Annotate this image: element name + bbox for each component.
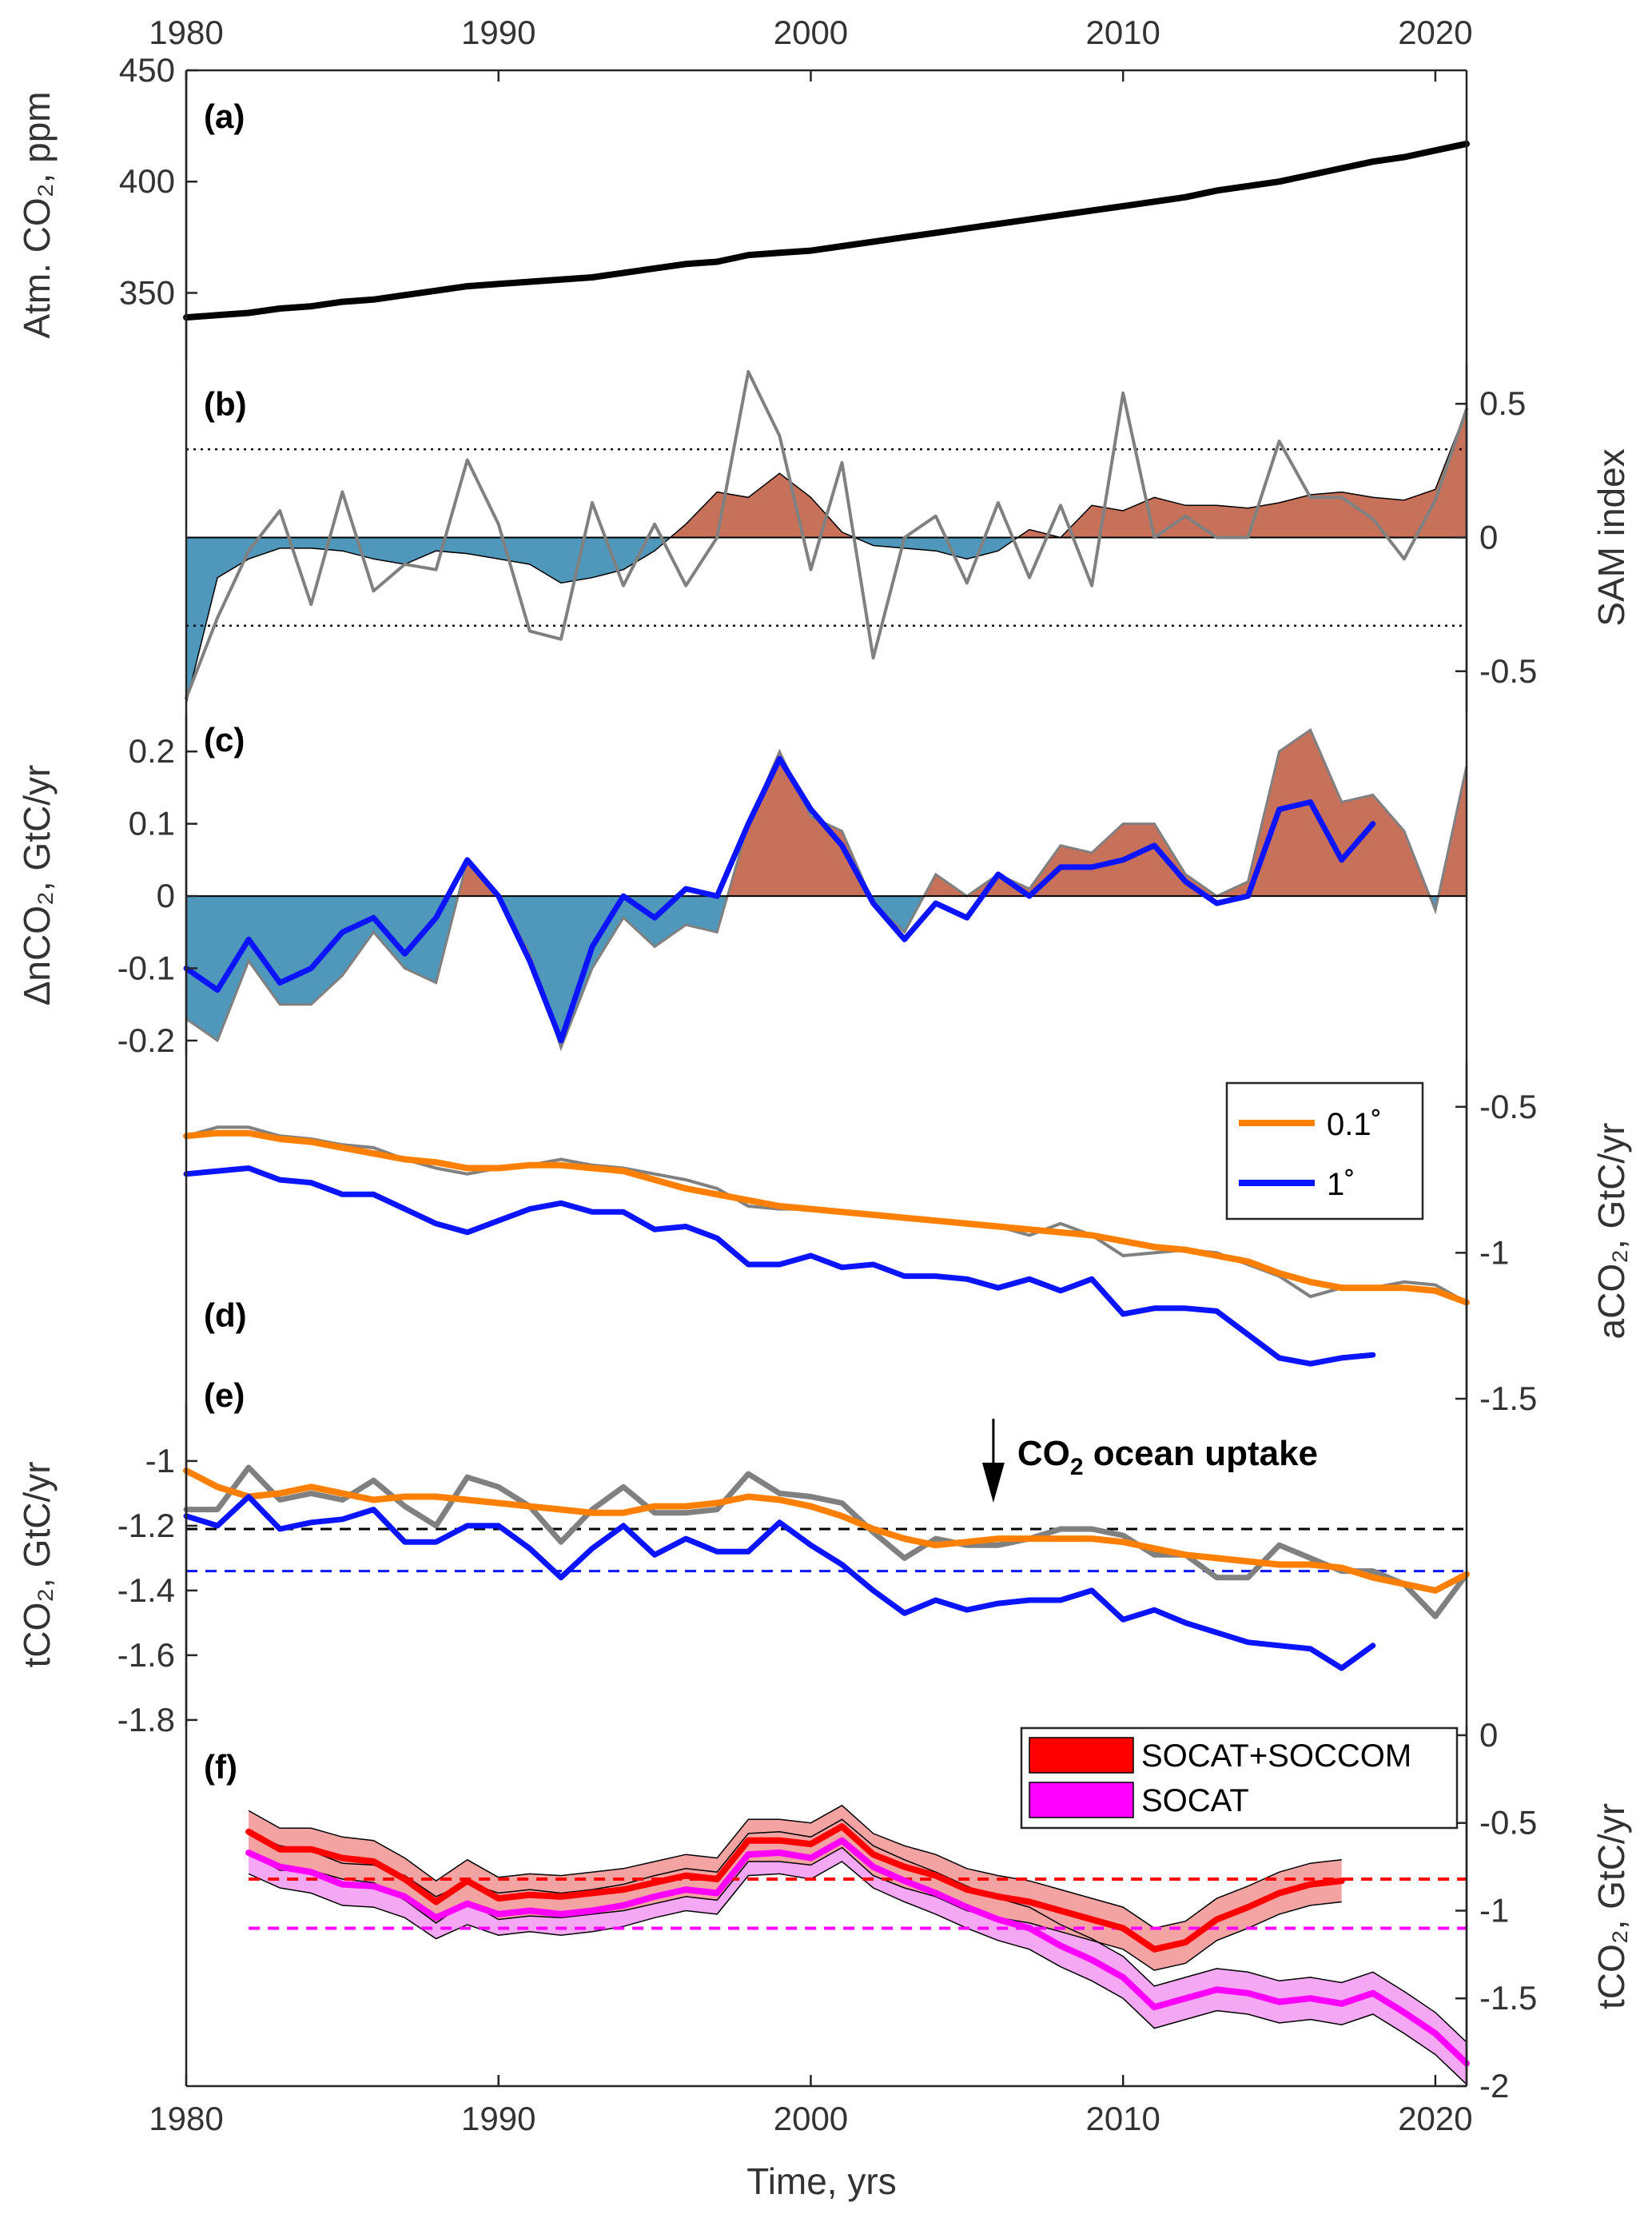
bottom-x-tick-label-0: 1980: [149, 2100, 223, 2137]
chart-2-series-1-line: [183, 755, 1376, 1044]
chart-1-positive-area: [670, 408, 1467, 538]
chart-0-panel-label: (a): [204, 98, 245, 135]
bottom-x-tick-label-3: 2010: [1085, 2100, 1160, 2137]
top-x-tick-label-2: 2000: [774, 14, 848, 51]
chart-5-y-tick-label-3: -0.5: [1479, 1804, 1537, 1842]
chart-3-series-2-line: [183, 1165, 1376, 1367]
chart-2-panel-label: (c): [204, 721, 245, 759]
chart-4-annotation-arrow-head: [981, 1463, 1005, 1503]
text-layer: 350 400 450 Atm. CO₂, ppm (a) -0.5 0 0.5 SAM ind…: [16, 14, 1632, 2137]
chart-3-y-axis-label: aCO₂, GtC/yr: [1590, 1123, 1632, 1340]
chart-1-negative-area: [186, 537, 1018, 703]
chart-5-series-0-band: [249, 1805, 1342, 1971]
chart-5-panel-label: (f): [204, 1748, 237, 1786]
chart-0-series-0-line: [183, 140, 1470, 321]
chart-1-panel-label: (b): [204, 385, 247, 423]
chart-1-y-tick-label-2: 0.5: [1479, 384, 1526, 422]
chart-5-legend-swatch-1: [1029, 1782, 1134, 1818]
chart-4-y-axis-label: tCO₂, GtC/yr: [16, 1461, 58, 1667]
chart-3-y-tick-label-2: -0.5: [1479, 1088, 1537, 1125]
chart-3-y-tick-label-1: -1: [1479, 1233, 1509, 1271]
chart-4-panel-label: (e): [204, 1376, 245, 1414]
chart-5-series-0-band-lower: [248, 1846, 1342, 1971]
chart-5-y-tick-label-0: -2: [1479, 2067, 1509, 2104]
chart-4-y-tick-label-0: -1.8: [117, 1701, 175, 1738]
top-x-tick-label-4: 2020: [1398, 14, 1472, 51]
chart-0-y-tick-label-0: 350: [119, 273, 175, 311]
chart-3-series-1-line: [183, 1129, 1470, 1306]
chart-4-series-1-line: [183, 1467, 1470, 1594]
chart-4-y-tick-label-4: -1: [145, 1442, 175, 1479]
chart-4-y-tick-label-1: -1.6: [117, 1636, 175, 1674]
chart-2-y-tick-label-0: -0.2: [117, 1021, 175, 1059]
chart-5-series-1-band: [249, 1819, 1467, 2085]
top-x-tick-label-1: 1990: [461, 14, 535, 51]
chart-4-annotation-text: CO2 ocean uptake: [1017, 1434, 1318, 1480]
chart-5-y-axis-label: tCO₂, GtC/yr: [1590, 1803, 1632, 2009]
chart-5-series-1-band-lower: [248, 1861, 1467, 2085]
chart-2-y-tick-label-3: 0.1: [129, 805, 175, 842]
top-x-tick-label-0: 1980: [149, 14, 223, 51]
chart-0-y-tick-label-2: 450: [119, 51, 175, 89]
chart-2-y-tick-label-4: 0.2: [129, 732, 175, 770]
chart-4-series-0-line: [183, 1464, 1470, 1619]
chart-1-y-tick-label-0: -0.5: [1479, 652, 1537, 690]
top-x-tick-label-3: 2010: [1085, 14, 1160, 51]
chart-5-legend-label-0: SOCAT+SOCCOM: [1141, 1738, 1411, 1774]
chart-1-y-axis-label: SAM index: [1590, 448, 1632, 626]
chart-5-series-1-line: [245, 1837, 1470, 2067]
chart-5-legend-swatch-0: [1029, 1737, 1134, 1774]
chart-2-y-axis-label: ΔnCO₂, GtC/yr: [16, 765, 58, 1006]
chart-0-y-axis-label: Atm. CO₂, ppm: [16, 91, 58, 338]
bottom-x-tick-label-1: 1990: [461, 2100, 535, 2137]
chart-3-y-tick-label-0: -1.5: [1479, 1380, 1537, 1417]
chart-2-y-tick-label-1: -0.1: [117, 949, 175, 986]
chart-5-legend-label-1: SOCAT: [1141, 1783, 1249, 1818]
line-layer: [183, 140, 1470, 2085]
chart-1-series-0-line: [185, 370, 1468, 700]
bottom-x-tick-label-2: 2000: [774, 2100, 848, 2137]
chart-3-legend-label-1: 1˚: [1327, 1167, 1355, 1202]
chart-0-y-tick-label-1: 400: [119, 162, 175, 200]
chart-3-legend-box: [1225, 1081, 1424, 1220]
chart-2-y-tick-label-2: 0: [157, 877, 175, 914]
chart-2-negative-area: [186, 896, 1439, 1048]
chart-5-y-tick-label-1: -1.5: [1479, 1979, 1537, 2017]
axes-layer: [185, 69, 1468, 2088]
x-axis-label: Time, yrs: [746, 2160, 896, 2202]
chart-5-y-tick-label-2: -1: [1479, 1891, 1509, 1929]
chart-3-panel-label: (d): [204, 1296, 247, 1334]
bottom-x-tick-label-4: 2020: [1398, 2100, 1472, 2137]
chart-4-y-tick-label-2: -1.4: [117, 1571, 175, 1609]
chart-3-legend-label-0: 0.1˚: [1327, 1107, 1382, 1142]
chart-5-series-0-line: [245, 1823, 1345, 1953]
chart-4-y-tick-label-3: -1.2: [117, 1507, 175, 1544]
chart-5-y-tick-label-4: 0: [1479, 1716, 1498, 1754]
chart-1-y-tick-label-1: 0: [1479, 519, 1498, 556]
chart-4-series-2-line: [183, 1494, 1376, 1671]
